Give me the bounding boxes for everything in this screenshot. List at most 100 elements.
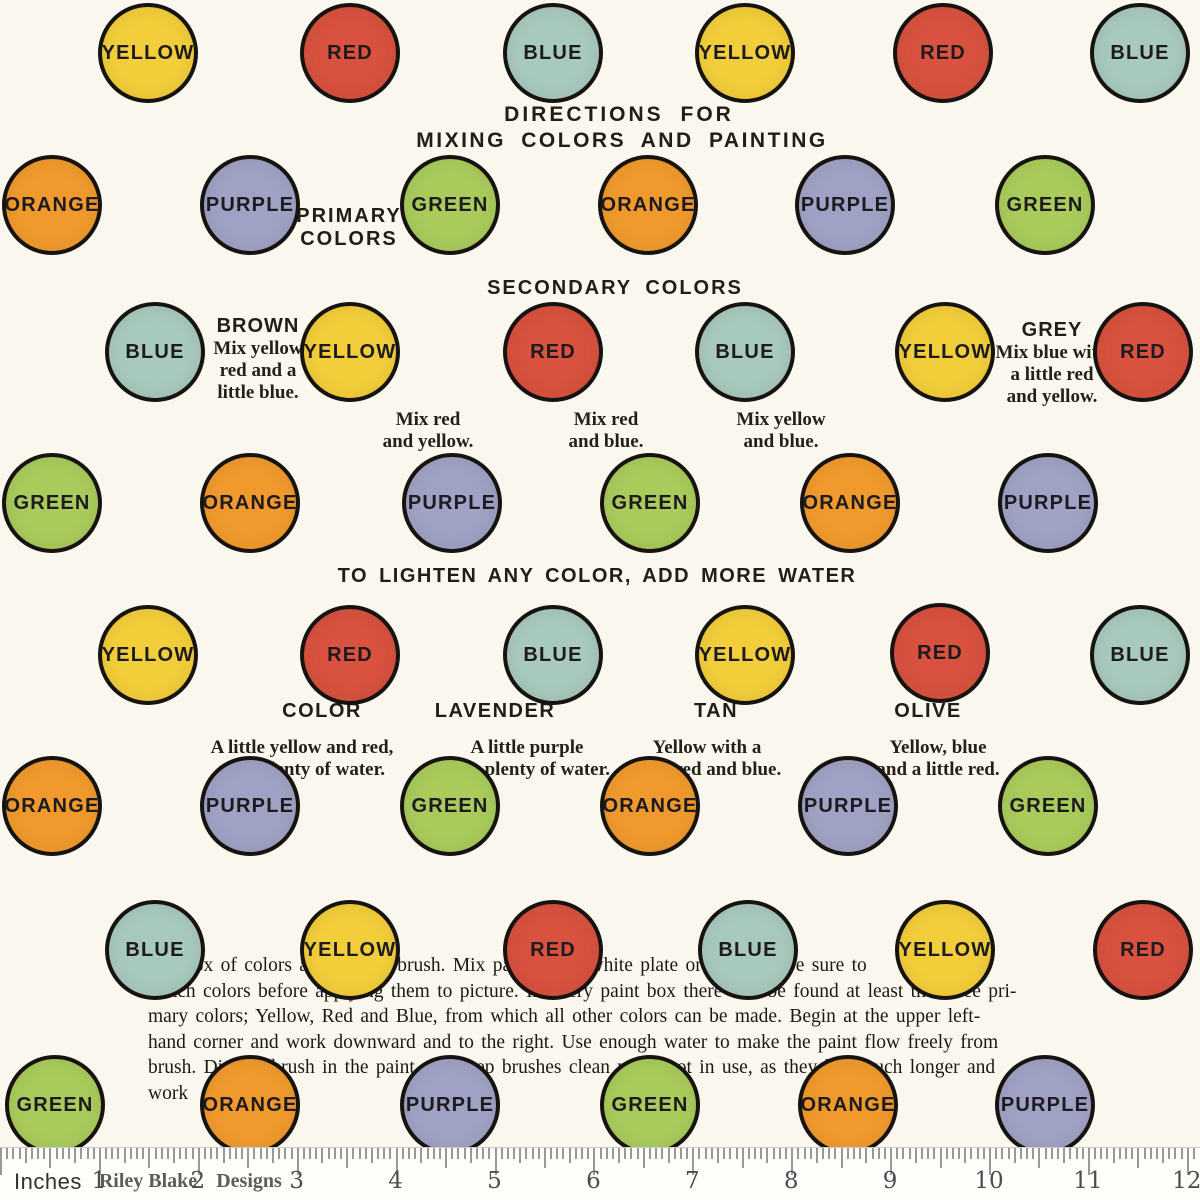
ruler-number: 6 bbox=[586, 1168, 601, 1194]
ruler-tick bbox=[834, 1148, 837, 1159]
dot-red: RED bbox=[300, 3, 400, 103]
dot-label: YELLOW bbox=[698, 643, 792, 666]
ruler-tick bbox=[469, 1148, 472, 1163]
ruler-number: 9 bbox=[882, 1168, 898, 1194]
dot-label: GREEN bbox=[16, 1093, 94, 1116]
ruler-tick bbox=[358, 1148, 361, 1159]
dot-label: ORANGE bbox=[800, 1093, 896, 1116]
ruler-tick bbox=[593, 1148, 596, 1175]
ruler-number: 12 bbox=[1172, 1168, 1200, 1194]
ruler-tick bbox=[327, 1148, 330, 1159]
ruler-tick bbox=[1106, 1148, 1109, 1159]
ruler-tick bbox=[846, 1148, 849, 1159]
brown-note-line: Mix yellow bbox=[213, 338, 303, 360]
ruler-tick bbox=[921, 1148, 923, 1159]
ruler-tick bbox=[939, 1148, 942, 1168]
ruler-number: 8 bbox=[783, 1168, 799, 1194]
ruler-tick bbox=[642, 1148, 645, 1168]
ruler-tick bbox=[581, 1148, 584, 1159]
ruler-tick bbox=[513, 1148, 516, 1159]
ruler-number: 3 bbox=[289, 1168, 305, 1194]
dot-blue: BLUE bbox=[1090, 3, 1190, 103]
ruler-number: 1 bbox=[91, 1168, 107, 1194]
dot-label: RED bbox=[530, 938, 576, 961]
dot-purple: PURPLE bbox=[795, 155, 895, 255]
ruler-tick bbox=[822, 1148, 825, 1159]
ruler-tick bbox=[49, 1148, 52, 1168]
ruler-tick bbox=[247, 1148, 250, 1168]
ruler-tick bbox=[1118, 1148, 1121, 1159]
ruler-tick bbox=[339, 1148, 342, 1159]
dot-label: GREEN bbox=[411, 794, 489, 817]
dot-purple: PURPLE bbox=[200, 756, 300, 856]
dot-label: PURPLE bbox=[407, 491, 497, 514]
ruler-tick bbox=[945, 1148, 948, 1159]
color-label-line: COLOR bbox=[282, 700, 362, 722]
color-recipe-line: A little yellow and red, bbox=[210, 737, 394, 758]
ruler-tick bbox=[772, 1148, 775, 1159]
ruler-tick bbox=[321, 1148, 324, 1163]
ruler-tick bbox=[117, 1148, 120, 1159]
dot-red: RED bbox=[503, 900, 603, 1000]
dot-green: GREEN bbox=[995, 155, 1095, 255]
tan-recipe-line: Yellow with a bbox=[652, 737, 762, 758]
ruler-tick bbox=[982, 1148, 985, 1159]
ruler-tick bbox=[135, 1148, 138, 1159]
dot-green: GREEN bbox=[600, 453, 700, 553]
tan-label-line: TAN bbox=[693, 700, 739, 722]
ruler-tick bbox=[815, 1148, 818, 1163]
ruler-tick bbox=[284, 1148, 287, 1159]
ruler-tick bbox=[488, 1148, 491, 1159]
dot-label: YELLOW bbox=[101, 643, 195, 666]
ruler-tick bbox=[741, 1148, 744, 1168]
dot-label: RED bbox=[530, 340, 576, 363]
ruler-tick bbox=[890, 1148, 893, 1175]
ruler-tick bbox=[160, 1148, 163, 1159]
orange-note-line: Mix red bbox=[395, 409, 461, 430]
ruler-tick bbox=[871, 1148, 874, 1159]
ruler-tick bbox=[1056, 1148, 1059, 1159]
ruler-tick bbox=[537, 1148, 540, 1159]
ruler-tick bbox=[253, 1148, 256, 1159]
ruler-tick bbox=[989, 1148, 991, 1175]
olive-recipe: Yellow, blue and a little red. bbox=[876, 737, 999, 781]
ruler-tick bbox=[655, 1148, 658, 1159]
ruler-tick bbox=[624, 1148, 627, 1159]
ruler-tick bbox=[809, 1148, 812, 1159]
olive-recipe-line: Yellow, blue bbox=[889, 737, 987, 758]
ruler-tick bbox=[1174, 1148, 1177, 1159]
ruler-tick bbox=[1112, 1148, 1115, 1163]
ruler-tick bbox=[438, 1148, 441, 1159]
ruler-tick bbox=[129, 1148, 132, 1159]
ruler-tick bbox=[556, 1148, 559, 1159]
dot-blue: BLUE bbox=[105, 302, 205, 402]
lavender-recipe-line: A little purple bbox=[470, 737, 584, 758]
ruler-tick bbox=[166, 1148, 169, 1159]
ruler-tick bbox=[494, 1148, 497, 1175]
dot-label: ORANGE bbox=[202, 1093, 298, 1116]
grey-note-title: GREY bbox=[1021, 319, 1083, 341]
dot-green: GREEN bbox=[2, 453, 102, 553]
ruler-tick bbox=[259, 1148, 262, 1159]
lavender-label-line: LAVENDER bbox=[434, 700, 556, 722]
dot-orange: ORANGE bbox=[798, 1055, 898, 1155]
ruler-tick bbox=[896, 1148, 899, 1159]
dot-label: RED bbox=[327, 41, 373, 64]
dot-blue: BLUE bbox=[503, 3, 603, 103]
ruler-tick bbox=[1124, 1148, 1127, 1159]
dot-green: GREEN bbox=[400, 155, 500, 255]
ruler-tick bbox=[519, 1148, 522, 1163]
ruler-tick bbox=[241, 1148, 244, 1159]
ruler-tick bbox=[1131, 1148, 1134, 1159]
ruler-tick bbox=[1050, 1148, 1053, 1159]
primary-colors-heading: PRIMARY COLORS bbox=[296, 205, 401, 251]
ruler-tick bbox=[865, 1148, 868, 1163]
ruler-tick bbox=[352, 1148, 355, 1159]
ruler-tick bbox=[717, 1148, 720, 1163]
ruler-tick bbox=[30, 1148, 33, 1159]
ruler-tick bbox=[618, 1148, 621, 1163]
dot-label: RED bbox=[920, 41, 966, 64]
ruler-tick bbox=[111, 1148, 114, 1159]
primary-colors-heading-line: PRIMARY bbox=[296, 205, 402, 227]
ruler-tick bbox=[976, 1148, 979, 1159]
